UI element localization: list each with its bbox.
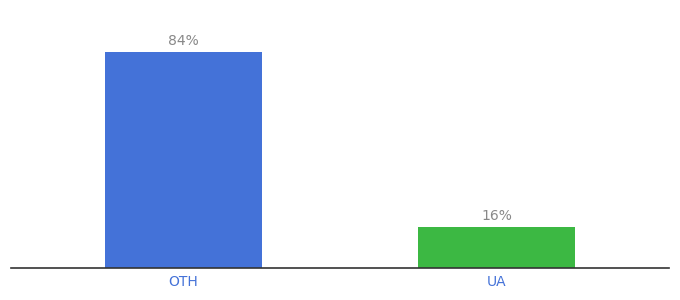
Bar <box>418 227 575 268</box>
Text: 84%: 84% <box>168 34 199 48</box>
Bar <box>105 52 262 268</box>
Text: 16%: 16% <box>481 209 512 223</box>
